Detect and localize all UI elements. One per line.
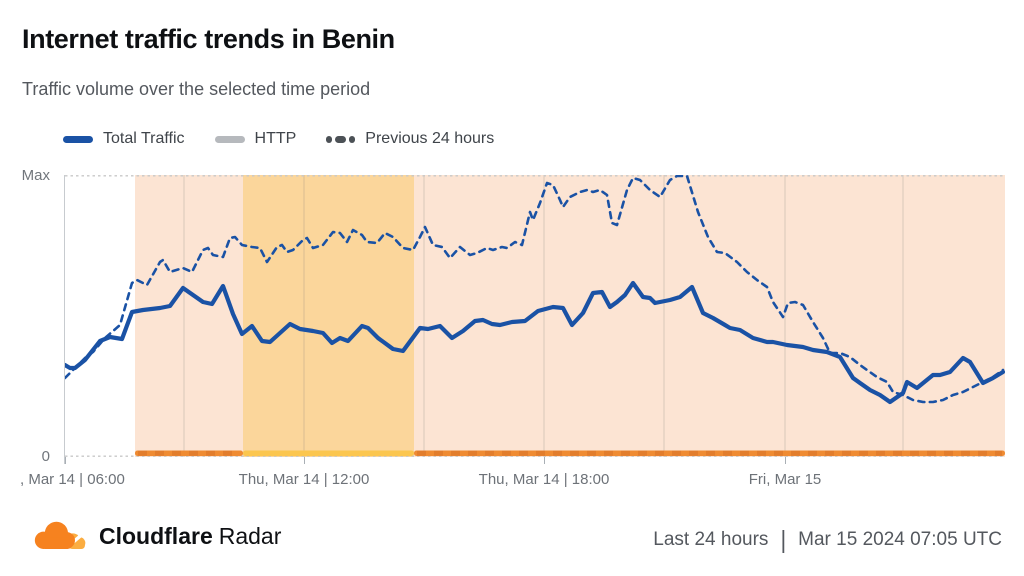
total-traffic-line-icon <box>63 135 93 143</box>
x-axis-label-1: Thu, Mar 14 | 12:00 <box>238 471 370 488</box>
x-axis-tick <box>65 457 66 464</box>
brand-link[interactable]: Cloudflare Radar <box>30 517 281 555</box>
y-axis-line <box>64 175 65 464</box>
x-axis-tick <box>304 457 305 464</box>
page-title: Internet traffic trends in Benin <box>22 24 395 54</box>
x-axis-label-2: Thu, Mar 14 | 18:00 <box>478 471 610 488</box>
legend-item-http[interactable]: HTTP <box>214 130 297 148</box>
previous-24-hours-line-icon <box>326 135 356 143</box>
legend-item-total-traffic[interactable]: Total Traffic <box>63 130 185 148</box>
page-subtitle: Traffic volume over the selected time pe… <box>22 79 371 99</box>
time-range-label: Last 24 hours <box>653 529 769 550</box>
x-axis-tick <box>544 457 545 464</box>
legend-label-http: HTTP <box>254 130 297 147</box>
y-axis-zero-label: 0 <box>41 448 50 465</box>
chart-legend: Total Traffic HTTP Previous 24 hours <box>63 130 494 148</box>
brand-name-bold: Cloudflare <box>99 522 213 549</box>
x-axis-label-0: , Mar 14 | 06:00 <box>20 471 125 488</box>
traffic-chart-svg[interactable] <box>65 175 1005 457</box>
timestamp: Mar 15 2024 07:05 UTC <box>798 529 1002 550</box>
legend-label-total-traffic: Total Traffic <box>103 130 185 147</box>
x-axis-label-3: Fri, Mar 15 <box>748 471 822 488</box>
http-line-icon <box>214 135 245 143</box>
separator: | <box>780 525 787 554</box>
brand-name: Cloudflare Radar <box>99 523 281 550</box>
brand-name-product: Radar <box>218 522 282 549</box>
chart-plot-area[interactable] <box>65 175 1005 457</box>
legend-item-previous-24-hours[interactable]: Previous 24 hours <box>326 130 494 148</box>
y-axis-max-label: Max <box>21 167 50 184</box>
x-axis-tick <box>785 457 786 464</box>
cloudflare-logo-icon <box>34 521 86 555</box>
legend-label-previous-24-hours: Previous 24 hours <box>365 130 495 147</box>
time-range-info: Last 24 hours | Mar 15 2024 07:05 UTC <box>653 525 1002 554</box>
